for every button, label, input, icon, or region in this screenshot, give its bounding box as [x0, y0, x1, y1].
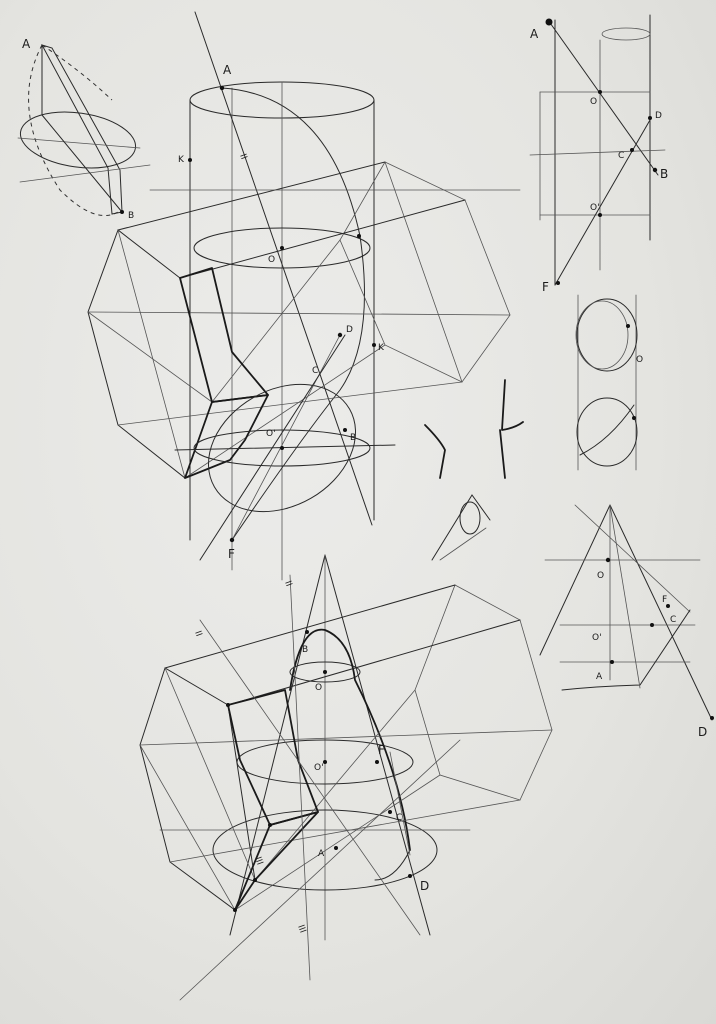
- right-bottom-diagram: O F C O' A D: [539, 504, 714, 739]
- middle-arrow-sketches: [424, 379, 524, 561]
- mt-label-k1: K: [178, 155, 185, 165]
- rt-label-o: O: [590, 97, 597, 107]
- mt-label-f: F: [228, 547, 235, 561]
- right-top-diagram: A O D C B O' F: [529, 14, 668, 294]
- mb-label-o1: O': [314, 763, 324, 773]
- mb-label-a: A: [318, 849, 325, 859]
- mb-tick-1: II: [282, 580, 293, 588]
- mt-label-a: A: [223, 63, 232, 77]
- rb-label-a: A: [596, 672, 603, 682]
- rb-label-o1: O': [592, 633, 602, 643]
- rm-label-o: O: [636, 355, 643, 365]
- mb-label-d: D: [420, 879, 429, 893]
- mt-label-b: B: [350, 433, 356, 443]
- tl-label-b: B: [128, 211, 134, 221]
- rt-label-b: B: [660, 167, 668, 181]
- mt-label-c: C: [312, 366, 318, 376]
- mb-tick-2: II: [192, 630, 203, 638]
- rb-label-c: C: [670, 615, 676, 625]
- rt-label-c: C: [618, 151, 624, 161]
- mt-label-o: O: [268, 255, 275, 265]
- mb-label-c: C: [396, 813, 402, 823]
- mt-label-d: D: [346, 325, 353, 335]
- rb-label-o: O: [597, 571, 604, 581]
- rb-label-d: D: [698, 725, 707, 739]
- main-top-drawing: A K O K D C O' B F II: [87, 11, 521, 581]
- top-left-section-sketch: A B: [17, 37, 151, 221]
- rt-label-d: D: [655, 111, 662, 121]
- rb-label-f: F: [662, 595, 667, 605]
- rt-label-f: F: [542, 280, 549, 294]
- mb-tick-3: III: [252, 856, 264, 867]
- mt-label-tick: II: [237, 153, 248, 161]
- mb-label-b: B: [302, 645, 308, 655]
- mt-label-o1: O': [266, 429, 276, 439]
- mt-label-k2: K: [378, 343, 385, 353]
- mb-tick-4: III: [295, 924, 307, 935]
- rt-label-a: A: [530, 27, 539, 41]
- right-middle-diagram: O: [575, 294, 643, 471]
- rt-label-o1: O': [590, 203, 600, 213]
- tl-label-a: A: [22, 37, 31, 51]
- mb-label-f: F: [378, 743, 385, 757]
- main-bottom-drawing: B O O' F C A D II II III III: [139, 554, 553, 1001]
- mb-label-o: O: [315, 683, 322, 693]
